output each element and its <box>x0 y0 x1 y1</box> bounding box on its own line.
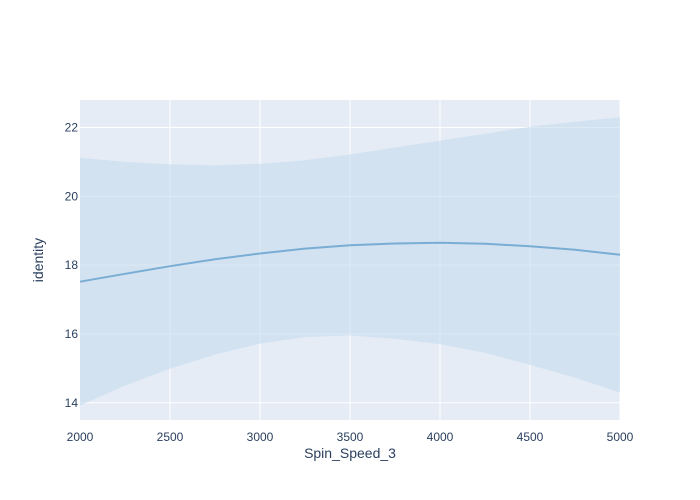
x-tick-label: 2000 <box>67 430 94 444</box>
y-tick-label: 18 <box>65 258 79 272</box>
x-tick-label: 4000 <box>427 430 454 444</box>
x-tick-label: 4500 <box>517 430 544 444</box>
x-axis-title: Spin_Speed_3 <box>304 445 396 461</box>
x-tick-label: 3000 <box>247 430 274 444</box>
y-axis-title: identity <box>30 238 46 282</box>
y-tick-label: 14 <box>65 396 79 410</box>
y-axis-ticks: 14 16 18 20 22 <box>65 121 79 410</box>
trend-line <box>79 241 621 283</box>
series-line <box>79 241 621 283</box>
confidence-band-area <box>80 117 620 406</box>
confidence-band <box>80 117 620 406</box>
x-tick-label: 2500 <box>157 430 184 444</box>
x-tick-label: 5000 <box>607 430 634 444</box>
x-axis-ticks: 2000 2500 3000 3500 4000 4500 5000 <box>67 430 634 444</box>
y-tick-label: 16 <box>65 327 79 341</box>
x-tick-label: 3500 <box>337 430 364 444</box>
y-tick-label: 20 <box>65 189 79 203</box>
y-tick-label: 22 <box>65 121 79 135</box>
